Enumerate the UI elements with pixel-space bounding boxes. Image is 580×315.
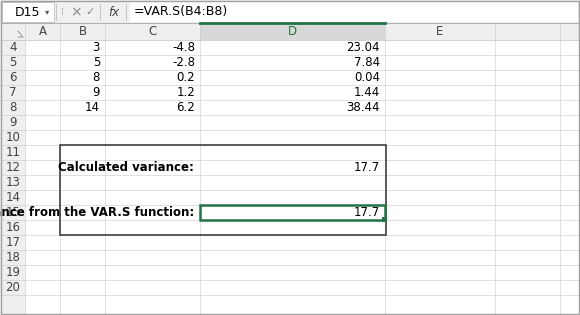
Text: fx: fx — [108, 5, 119, 19]
Text: 0.2: 0.2 — [176, 71, 195, 84]
Bar — [200, 23, 385, 40]
Text: B: B — [78, 25, 86, 38]
Text: 4: 4 — [9, 41, 17, 54]
Text: 11: 11 — [5, 146, 20, 159]
Text: -2.8: -2.8 — [172, 56, 195, 69]
Bar — [130, 2, 578, 22]
Bar — [2, 2, 54, 22]
Text: 3: 3 — [93, 41, 100, 54]
Text: 19: 19 — [5, 266, 20, 279]
Text: 9: 9 — [9, 116, 17, 129]
Text: 7: 7 — [9, 86, 17, 99]
Text: 17.7: 17.7 — [354, 206, 380, 219]
Text: ⁞: ⁞ — [60, 7, 63, 17]
Text: 8: 8 — [9, 101, 17, 114]
Text: D: D — [288, 25, 297, 38]
Text: ✓: ✓ — [85, 7, 95, 17]
Text: Calculated variance:: Calculated variance: — [58, 161, 194, 174]
Text: 38.44: 38.44 — [346, 101, 380, 114]
Text: 14: 14 — [5, 191, 20, 204]
Bar — [1, 23, 25, 314]
Text: A: A — [38, 25, 46, 38]
Bar — [382, 217, 387, 222]
Text: D15: D15 — [15, 5, 41, 19]
Text: 9: 9 — [92, 86, 100, 99]
Text: 7.84: 7.84 — [354, 56, 380, 69]
Text: Variance from the VAR.S function:: Variance from the VAR.S function: — [0, 206, 194, 219]
Text: 13: 13 — [6, 176, 20, 189]
Text: 12: 12 — [5, 161, 20, 174]
Text: 18: 18 — [6, 251, 20, 264]
Text: 1.44: 1.44 — [354, 86, 380, 99]
Text: 17: 17 — [5, 236, 20, 249]
Text: 5: 5 — [93, 56, 100, 69]
Text: 8: 8 — [93, 71, 100, 84]
Text: 20: 20 — [6, 281, 20, 294]
Text: 16: 16 — [5, 221, 20, 234]
Text: 5: 5 — [9, 56, 17, 69]
Bar — [1, 1, 579, 23]
Bar — [1, 23, 579, 40]
Text: 1.2: 1.2 — [176, 86, 195, 99]
Text: 10: 10 — [6, 131, 20, 144]
Text: =VAR.S(B4:B8): =VAR.S(B4:B8) — [134, 5, 229, 19]
Text: -4.8: -4.8 — [172, 41, 195, 54]
Text: ▾: ▾ — [45, 8, 49, 16]
Text: 17.7: 17.7 — [354, 161, 380, 174]
Text: E: E — [436, 25, 444, 38]
Bar — [200, 205, 385, 220]
Text: C: C — [148, 25, 157, 38]
Text: 0.04: 0.04 — [354, 71, 380, 84]
Text: ×: × — [70, 5, 82, 19]
Bar — [60, 145, 386, 235]
Text: 6: 6 — [9, 71, 17, 84]
Text: 14: 14 — [85, 101, 100, 114]
Text: 23.04: 23.04 — [346, 41, 380, 54]
Text: 6.2: 6.2 — [176, 101, 195, 114]
Text: 15: 15 — [6, 206, 20, 219]
